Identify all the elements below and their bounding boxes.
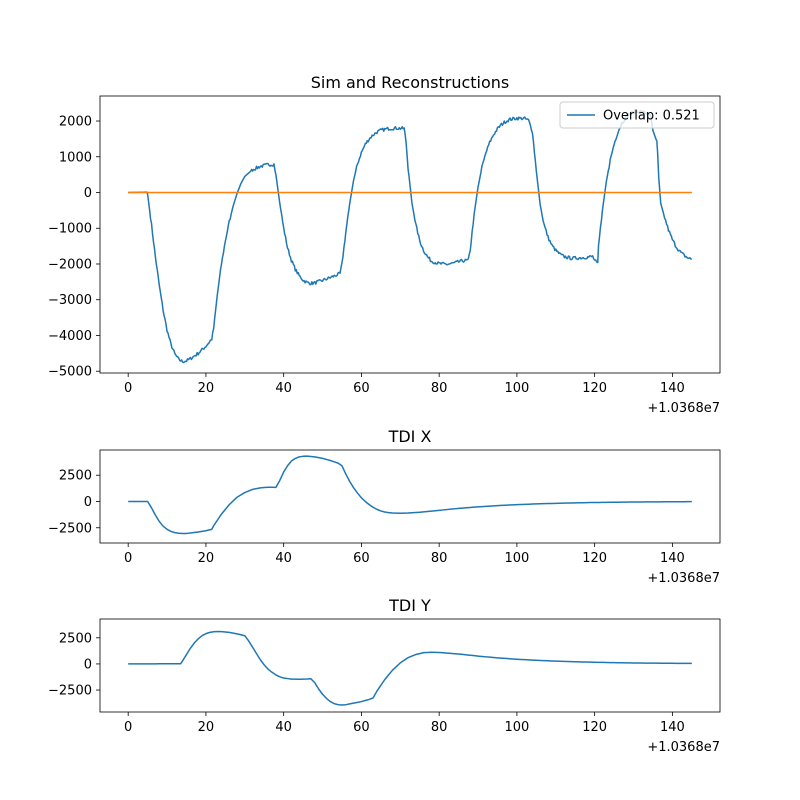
sim-reconstructions-legend-box	[559, 101, 715, 129]
sim-reconstructions-ytick-label: −5000	[48, 365, 92, 380]
sim-reconstructions-ytick-label: 0	[84, 186, 92, 201]
sim-reconstructions-x-offset-label: +1.0368e7	[647, 401, 720, 416]
tdi-y-xtick-label: 40	[275, 720, 292, 735]
tdi-y-xtick-label: 20	[198, 720, 215, 735]
tdi-x-ytick-label: −2500	[48, 521, 92, 536]
tdi-x-xtick-label: 0	[124, 551, 132, 566]
tdi-x-axes: TDI X 0 20 40 60 80 100 120 140 +1.0368e7 −2500 0 25…	[48, 427, 721, 586]
tdi-x-xtick-label: 120	[582, 551, 607, 566]
sim-reconstructions-xtick-label: 20	[198, 381, 215, 396]
tdi-y-xtick-label: 0	[124, 720, 132, 735]
tdi-x-xtick-label: 140	[660, 551, 685, 566]
tdi-y-xtick-label: 60	[353, 720, 370, 735]
tdi-y-ytick-label: 2500	[59, 631, 92, 646]
sim-reconstructions-legend-label: Overlap: 0.521	[603, 109, 700, 124]
tdi-x-x-offset-label: +1.0368e7	[647, 571, 720, 586]
tdi-y-xtick-label: 120	[582, 720, 607, 735]
tdi-y-xtick-label: 140	[660, 720, 685, 735]
sim-reconstructions-ytick-label: −3000	[48, 293, 92, 308]
tdi-y-axes: TDI Y 0 20 40 60 80 100 120 140 +1.0368e7 −2500 0 25…	[48, 596, 721, 755]
tdi-x-xtick-label: 80	[431, 551, 448, 566]
sim-reconstructions-ytick-label: 2000	[59, 115, 92, 130]
sim-reconstructions-axes: Sim and Reconstructions 0 20 40 60 80 100 120 14…	[48, 73, 721, 416]
tdi-y-xtick-label: 100	[504, 720, 529, 735]
sim-reconstructions-series-line-0	[128, 109, 693, 364]
tdi-x-xtick-label: 20	[198, 551, 215, 566]
tdi-y-frame	[99, 618, 721, 713]
sim-reconstructions-title: Sim and Reconstructions	[311, 73, 510, 92]
tdi-x-ytick-label: 2500	[59, 469, 92, 484]
tdi-x-series-line-0	[128, 455, 692, 535]
tdi-y-ytick-label: 0	[84, 657, 92, 672]
tdi-x-xtick-label: 40	[275, 551, 292, 566]
tdi-x-title: TDI X	[388, 427, 432, 446]
tdi-y-xtick-label: 80	[431, 720, 448, 735]
sim-reconstructions-ytick-label: −1000	[48, 222, 92, 237]
sim-reconstructions-ytick-label: 1000	[59, 150, 92, 165]
sim-reconstructions-xtick-label: 0	[124, 381, 132, 396]
sim-reconstructions-legend: Overlap: 0.521	[559, 101, 715, 129]
tdi-x-ytick-label: 0	[84, 495, 92, 510]
sim-reconstructions-xtick-label: 80	[431, 381, 448, 396]
sim-reconstructions-frame	[99, 95, 721, 374]
tdi-x-xtick-label: 100	[504, 551, 529, 566]
tdi-y-x-offset-label: +1.0368e7	[647, 740, 720, 755]
sim-reconstructions-xtick-label: 120	[582, 381, 607, 396]
tdi-x-xtick-label: 60	[353, 551, 370, 566]
sim-reconstructions-xtick-label: 40	[275, 381, 292, 396]
tdi-y-ytick-label: −2500	[48, 684, 92, 699]
tdi-y-title: TDI Y	[388, 596, 431, 615]
sim-reconstructions-xtick-label: 60	[353, 381, 370, 396]
tdi-x-frame	[99, 449, 721, 544]
sim-reconstructions-ytick-label: −2000	[48, 257, 92, 272]
sim-reconstructions-xtick-label: 140	[660, 381, 685, 396]
sim-reconstructions-xtick-label: 100	[504, 381, 529, 396]
sim-reconstructions-ytick-label: −4000	[48, 329, 92, 344]
tdi-y-series-line-0	[128, 630, 692, 706]
